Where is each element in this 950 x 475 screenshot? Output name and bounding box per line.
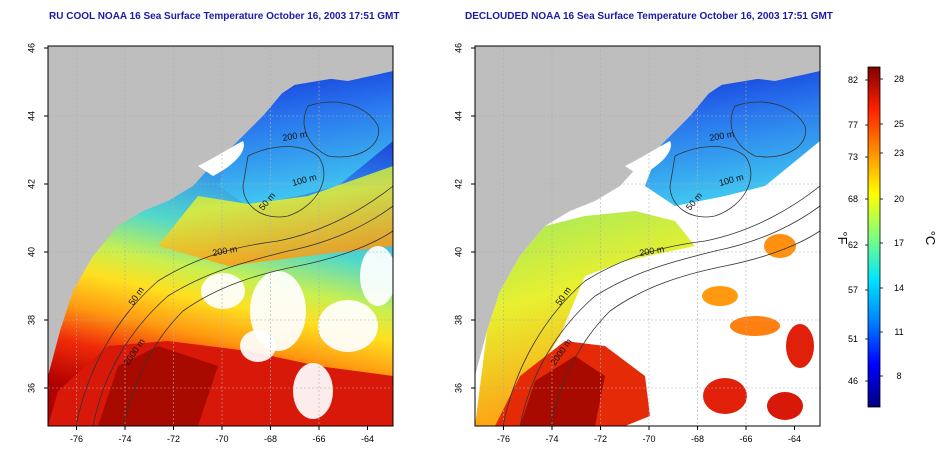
celsius-tick-label: 23 [894, 148, 904, 158]
map-frame [474, 45, 821, 427]
gulf-stream-core [520, 356, 605, 426]
coastline-land [475, 46, 820, 346]
sst-patch [730, 316, 780, 336]
depth-contour [242, 146, 325, 218]
fahrenheit-axis-label: °F [835, 231, 850, 244]
fahrenheit-tick-label: 73 [848, 152, 858, 162]
x-tick-label: -66 [739, 434, 752, 444]
x-tick-label: -74 [118, 434, 131, 444]
map-frame [47, 45, 394, 427]
sst-patch [786, 324, 814, 368]
right-map-title: DECLOUDED NOAA 16 Sea Surface Temperatur… [465, 11, 833, 22]
celsius-tick-label: 25 [894, 119, 904, 129]
sst-patch [702, 286, 738, 306]
fahrenheit-tick-label: 57 [848, 285, 858, 295]
y-tick-label: 40 [453, 247, 463, 257]
colorbar: 82 77 73 68 62 57 51 46 28 25 23 20 17 14 11 8 °F °C [835, 66, 938, 408]
contour-label: 200 m [639, 244, 665, 258]
celsius-axis-label: °C [923, 231, 938, 246]
celsius-tick-label: 28 [894, 74, 904, 84]
gulf-of-maine-cold-water [645, 66, 820, 206]
y-tick-label: 38 [26, 315, 36, 325]
contour-label: 200 m [709, 129, 735, 143]
celsius-tick-label: 17 [894, 238, 904, 248]
depth-contour [669, 146, 752, 218]
depth-contour [122, 230, 393, 426]
cape-cod-cloud [625, 141, 671, 176]
y-tick-label: 42 [453, 179, 463, 189]
cape-cod-cloud [198, 141, 244, 176]
x-tick-label: -76 [70, 434, 83, 444]
depth-contour [303, 101, 379, 158]
celsius-tick-label: 20 [894, 194, 904, 204]
depth-contour [502, 185, 820, 426]
y-tick-label: 42 [26, 179, 36, 189]
colorbar-scale [867, 66, 881, 408]
cloud-patch [201, 273, 245, 309]
depth-contour [519, 205, 820, 426]
x-tick-label: -72 [167, 434, 180, 444]
y-tick-label: 36 [26, 383, 36, 393]
contour-label: 200 m [282, 129, 308, 143]
fahrenheit-tick-label: 62 [848, 240, 858, 250]
contour-label: 200 m [212, 244, 238, 258]
x-tick-label: -70 [215, 434, 228, 444]
celsius-tick-label: 11 [894, 327, 903, 337]
coastline-land [48, 46, 393, 346]
cloud-patch [293, 363, 333, 419]
left-map-title: RU COOL NOAA 16 Sea Surface Temperature … [49, 11, 400, 22]
cloud-patch [240, 330, 276, 362]
x-tick-label: -72 [594, 434, 607, 444]
x-tick-label: -64 [788, 434, 801, 444]
y-tick-label: 36 [453, 383, 463, 393]
depth-contour [549, 230, 820, 426]
fahrenheit-tick-label: 68 [848, 194, 858, 204]
fahrenheit-tick-label: 51 [848, 334, 858, 344]
gulf-of-maine-cold-water [218, 66, 393, 206]
y-tick-label: 44 [453, 111, 463, 121]
fahrenheit-tick-label: 46 [848, 376, 858, 386]
x-tick-label: -70 [642, 434, 655, 444]
cloud-patch [318, 300, 378, 352]
x-tick-label: -66 [312, 434, 325, 444]
celsius-tick-label: 14 [894, 283, 904, 293]
celsius-tick-label: 8 [896, 371, 901, 381]
depth-contour [75, 185, 393, 426]
sst-patch [703, 378, 747, 414]
y-tick-label: 46 [26, 43, 36, 53]
x-tick-label: -68 [691, 434, 704, 444]
x-tick-label: -74 [545, 434, 558, 444]
shelf-water [158, 166, 393, 266]
x-tick-label: -68 [264, 434, 277, 444]
cloud-patch [360, 246, 393, 306]
x-tick-label: -64 [361, 434, 374, 444]
x-tick-label: -76 [497, 434, 510, 444]
y-tick-label: 38 [453, 315, 463, 325]
depth-contour [92, 205, 393, 426]
y-tick-label: 44 [26, 111, 36, 121]
sst-patch [767, 392, 803, 420]
fahrenheit-tick-label: 82 [848, 75, 858, 85]
y-tick-label: 40 [26, 247, 36, 257]
gulf-stream-core [98, 346, 218, 426]
y-tick-label: 46 [453, 43, 463, 53]
depth-contour [730, 101, 806, 158]
fahrenheit-tick-label: 77 [848, 120, 858, 130]
